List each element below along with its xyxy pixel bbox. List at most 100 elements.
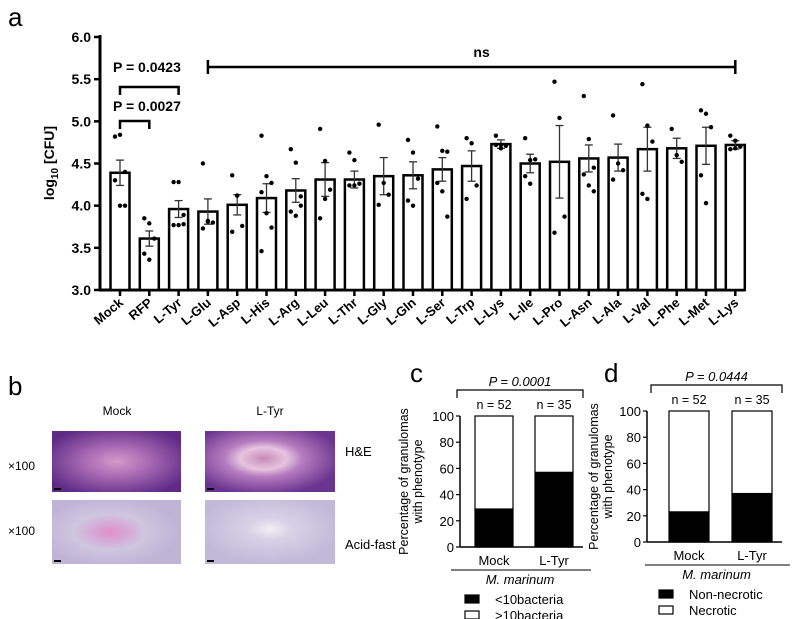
magnification-label-af: ×100 bbox=[8, 524, 35, 538]
stacked-bar-segment bbox=[731, 492, 773, 543]
data-point bbox=[142, 216, 147, 221]
data-point bbox=[298, 203, 303, 208]
x-tick-label: Mock bbox=[91, 294, 127, 327]
legend-label: >10bacteria bbox=[495, 608, 564, 619]
y-axis-label: Percentage of granulomaswith phenotype bbox=[587, 403, 615, 550]
stacked-bar-segment bbox=[731, 410, 773, 495]
data-point bbox=[259, 189, 264, 195]
data-point bbox=[317, 216, 323, 221]
y-tick-label: 3.0 bbox=[72, 282, 92, 298]
bar bbox=[665, 147, 688, 292]
y-tick-label: 40 bbox=[440, 488, 454, 503]
micrograph-af-mock bbox=[52, 500, 181, 564]
x-tick-label: L-Trp bbox=[443, 295, 478, 327]
data-point bbox=[620, 168, 626, 173]
data-point bbox=[298, 194, 303, 199]
group-label: M. marinum bbox=[682, 567, 751, 582]
data-point bbox=[591, 165, 596, 170]
x-tick-label: Mock bbox=[673, 548, 705, 563]
scale-bar bbox=[207, 560, 214, 562]
stacked-bar-segment bbox=[668, 410, 710, 513]
y-tick-label: 6.0 bbox=[72, 29, 92, 45]
data-point bbox=[269, 180, 274, 186]
micrograph-he-mock bbox=[52, 431, 181, 492]
y-axis-label-line: Percentage of granulomas bbox=[587, 403, 601, 550]
data-point bbox=[557, 115, 562, 121]
n-label: n = 52 bbox=[476, 398, 511, 412]
data-point bbox=[562, 214, 567, 219]
data-point bbox=[610, 113, 616, 118]
y-tick-label: 100 bbox=[432, 409, 454, 424]
y-axis-label-line: Percentage of granulomas bbox=[397, 408, 411, 555]
data-point bbox=[376, 202, 381, 208]
y-tick-label: 4.5 bbox=[72, 156, 92, 172]
data-point bbox=[469, 141, 474, 146]
data-point bbox=[381, 180, 386, 186]
data-point bbox=[117, 132, 123, 138]
y-axis-label: Percentage of granulomaswith phenotype bbox=[397, 408, 425, 555]
data-point bbox=[147, 257, 152, 262]
data-point bbox=[445, 149, 450, 154]
y-tick-label: 100 bbox=[619, 404, 641, 419]
data-point bbox=[205, 218, 211, 224]
y-axis-label-line: with phenotype bbox=[411, 439, 425, 524]
data-point bbox=[445, 214, 450, 219]
x-tick-label: L-Asp bbox=[205, 295, 243, 330]
x-tick-label: L-Arg bbox=[266, 295, 302, 329]
data-point bbox=[733, 146, 738, 151]
y-tick-label: 5.0 bbox=[72, 113, 92, 129]
data-point bbox=[410, 150, 416, 155]
x-tick-label: L-Asn bbox=[557, 295, 595, 330]
p-value-label: P = 0.0423 bbox=[113, 59, 181, 75]
data-point bbox=[230, 229, 235, 235]
micrograph-he-l-tyr bbox=[205, 431, 335, 492]
x-tick-label: L-Tyr bbox=[151, 295, 185, 327]
data-point bbox=[498, 146, 504, 151]
data-point bbox=[435, 180, 440, 186]
y-tick-label: 80 bbox=[627, 430, 641, 445]
data-point bbox=[357, 181, 362, 186]
p-value-label: P = 0.0027 bbox=[113, 98, 181, 114]
data-point bbox=[112, 134, 118, 139]
data-point bbox=[464, 136, 469, 141]
x-tick-label: RFP bbox=[126, 295, 156, 323]
data-point bbox=[581, 172, 586, 177]
stacked-bar-segment bbox=[474, 508, 514, 548]
stacked-bar-segment bbox=[534, 471, 574, 548]
bar bbox=[343, 178, 366, 292]
data-point bbox=[708, 125, 714, 130]
data-point bbox=[498, 142, 504, 148]
x-tick-label: L-Thr bbox=[325, 295, 360, 328]
data-point bbox=[435, 124, 440, 129]
y-tick-label: 4.0 bbox=[72, 198, 92, 214]
y-tick-label: 0 bbox=[634, 535, 641, 550]
data-point bbox=[122, 169, 128, 175]
data-point bbox=[347, 183, 352, 188]
bar bbox=[109, 171, 131, 292]
data-point bbox=[259, 133, 264, 138]
significance-bracket bbox=[118, 119, 151, 129]
data-point bbox=[669, 126, 674, 132]
data-point bbox=[528, 181, 533, 186]
y-tick-label: 20 bbox=[440, 514, 454, 529]
data-point bbox=[230, 173, 235, 178]
data-point bbox=[503, 143, 509, 148]
x-tick-label: L-Gln bbox=[383, 295, 419, 328]
legend-swatch bbox=[658, 605, 674, 615]
data-point bbox=[142, 251, 147, 256]
y-tick-label: 60 bbox=[440, 461, 454, 476]
data-point bbox=[410, 203, 416, 208]
scale-bar bbox=[207, 488, 214, 490]
data-point bbox=[352, 157, 357, 163]
panel-label-d: d bbox=[604, 358, 618, 388]
x-tick-label: L-Phe bbox=[645, 295, 682, 330]
data-point bbox=[259, 249, 264, 254]
data-point bbox=[679, 159, 684, 165]
data-point bbox=[288, 209, 293, 214]
data-point bbox=[440, 189, 445, 194]
bar bbox=[167, 207, 190, 292]
panel-d-chart: 0 20 40 60 80 100 Percentage of granulomaswith… bbox=[587, 369, 790, 618]
data-point bbox=[640, 191, 645, 197]
data-point bbox=[264, 211, 269, 216]
